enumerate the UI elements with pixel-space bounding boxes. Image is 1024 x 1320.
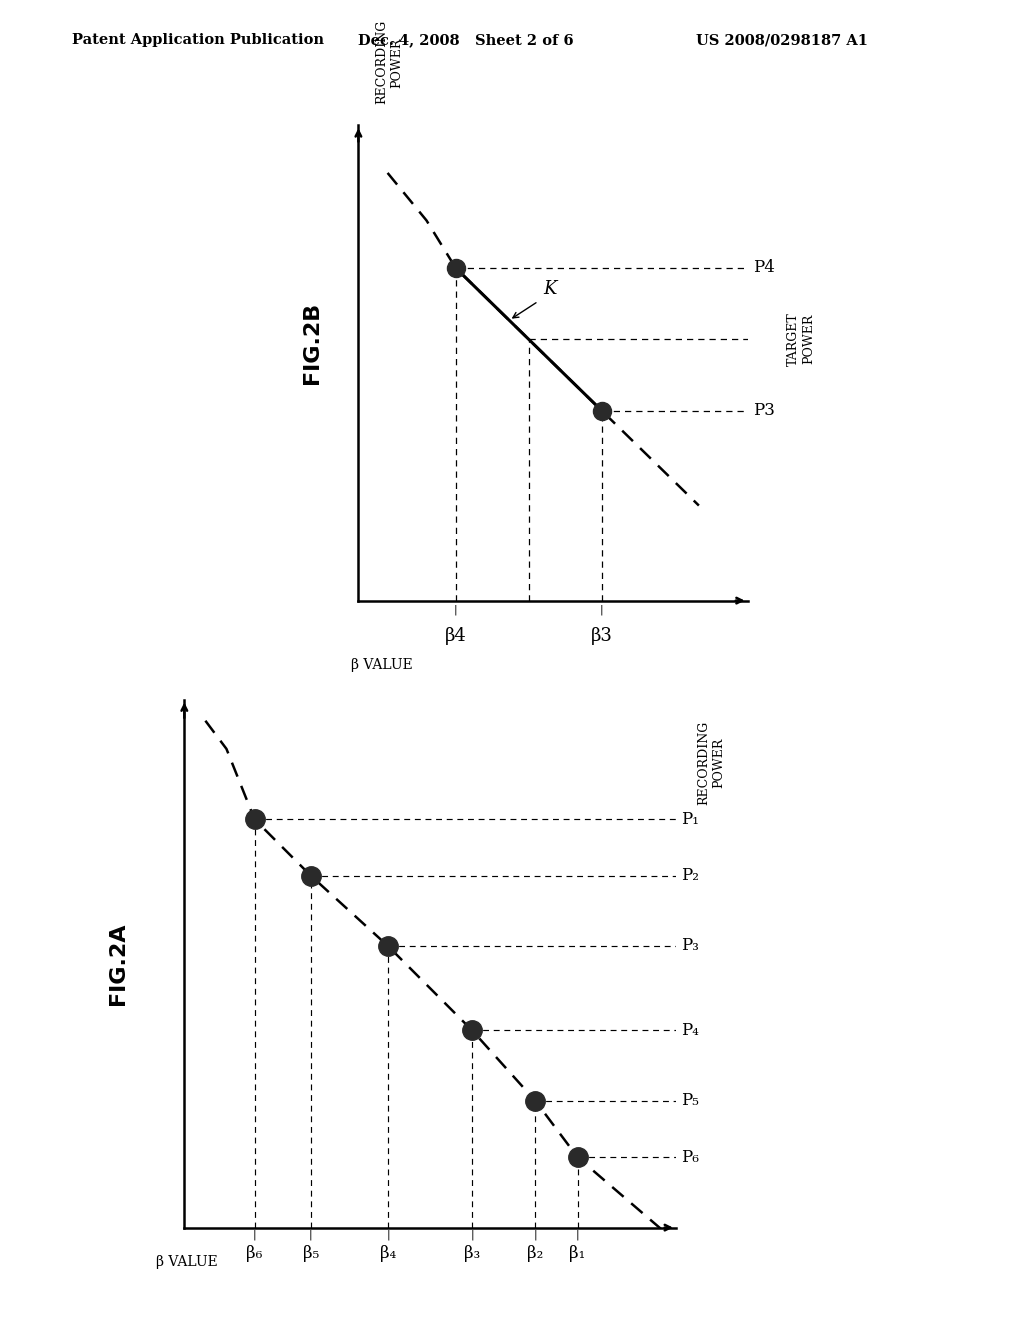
Text: FIG.2B: FIG.2B: [302, 302, 323, 384]
Text: P₁: P₁: [681, 810, 699, 828]
Text: P4: P4: [754, 260, 775, 276]
Text: β₃: β₃: [464, 1245, 480, 1262]
Text: Dec. 4, 2008   Sheet 2 of 6: Dec. 4, 2008 Sheet 2 of 6: [358, 33, 574, 48]
Text: β₆: β₆: [247, 1245, 263, 1262]
Text: |: |: [386, 1230, 390, 1241]
Text: K: K: [543, 280, 557, 298]
Text: P₅: P₅: [681, 1093, 699, 1109]
Text: |: |: [600, 605, 603, 615]
Text: Patent Application Publication: Patent Application Publication: [72, 33, 324, 48]
Text: β₄: β₄: [380, 1245, 396, 1262]
Text: P3: P3: [754, 403, 775, 418]
Text: TARGET β VALUE: TARGET β VALUE: [522, 701, 536, 813]
Text: |: |: [454, 605, 458, 615]
Text: FIG.2A: FIG.2A: [108, 923, 128, 1005]
Text: β4: β4: [444, 627, 467, 645]
Text: β₅: β₅: [302, 1245, 318, 1262]
Text: P₆: P₆: [681, 1148, 699, 1166]
Text: |: |: [575, 1230, 580, 1241]
Text: β₁: β₁: [569, 1245, 586, 1262]
Text: |: |: [534, 1230, 538, 1241]
Text: |: |: [253, 1230, 256, 1241]
Text: P₂: P₂: [681, 867, 699, 884]
Text: β VALUE: β VALUE: [157, 1255, 218, 1270]
Text: β₂: β₂: [527, 1245, 544, 1262]
Text: |: |: [309, 1230, 312, 1241]
Text: β3: β3: [591, 627, 612, 645]
Text: |: |: [470, 1230, 474, 1241]
Text: RECORDING
POWER: RECORDING POWER: [376, 20, 403, 104]
Text: P₃: P₃: [681, 937, 699, 954]
Text: P₄: P₄: [681, 1022, 699, 1039]
Text: TARGET
POWER: TARGET POWER: [787, 313, 815, 366]
Text: RECORDING
POWER: RECORDING POWER: [697, 721, 725, 805]
Text: β VALUE: β VALUE: [350, 657, 413, 672]
Text: US 2008/0298187 A1: US 2008/0298187 A1: [696, 33, 868, 48]
